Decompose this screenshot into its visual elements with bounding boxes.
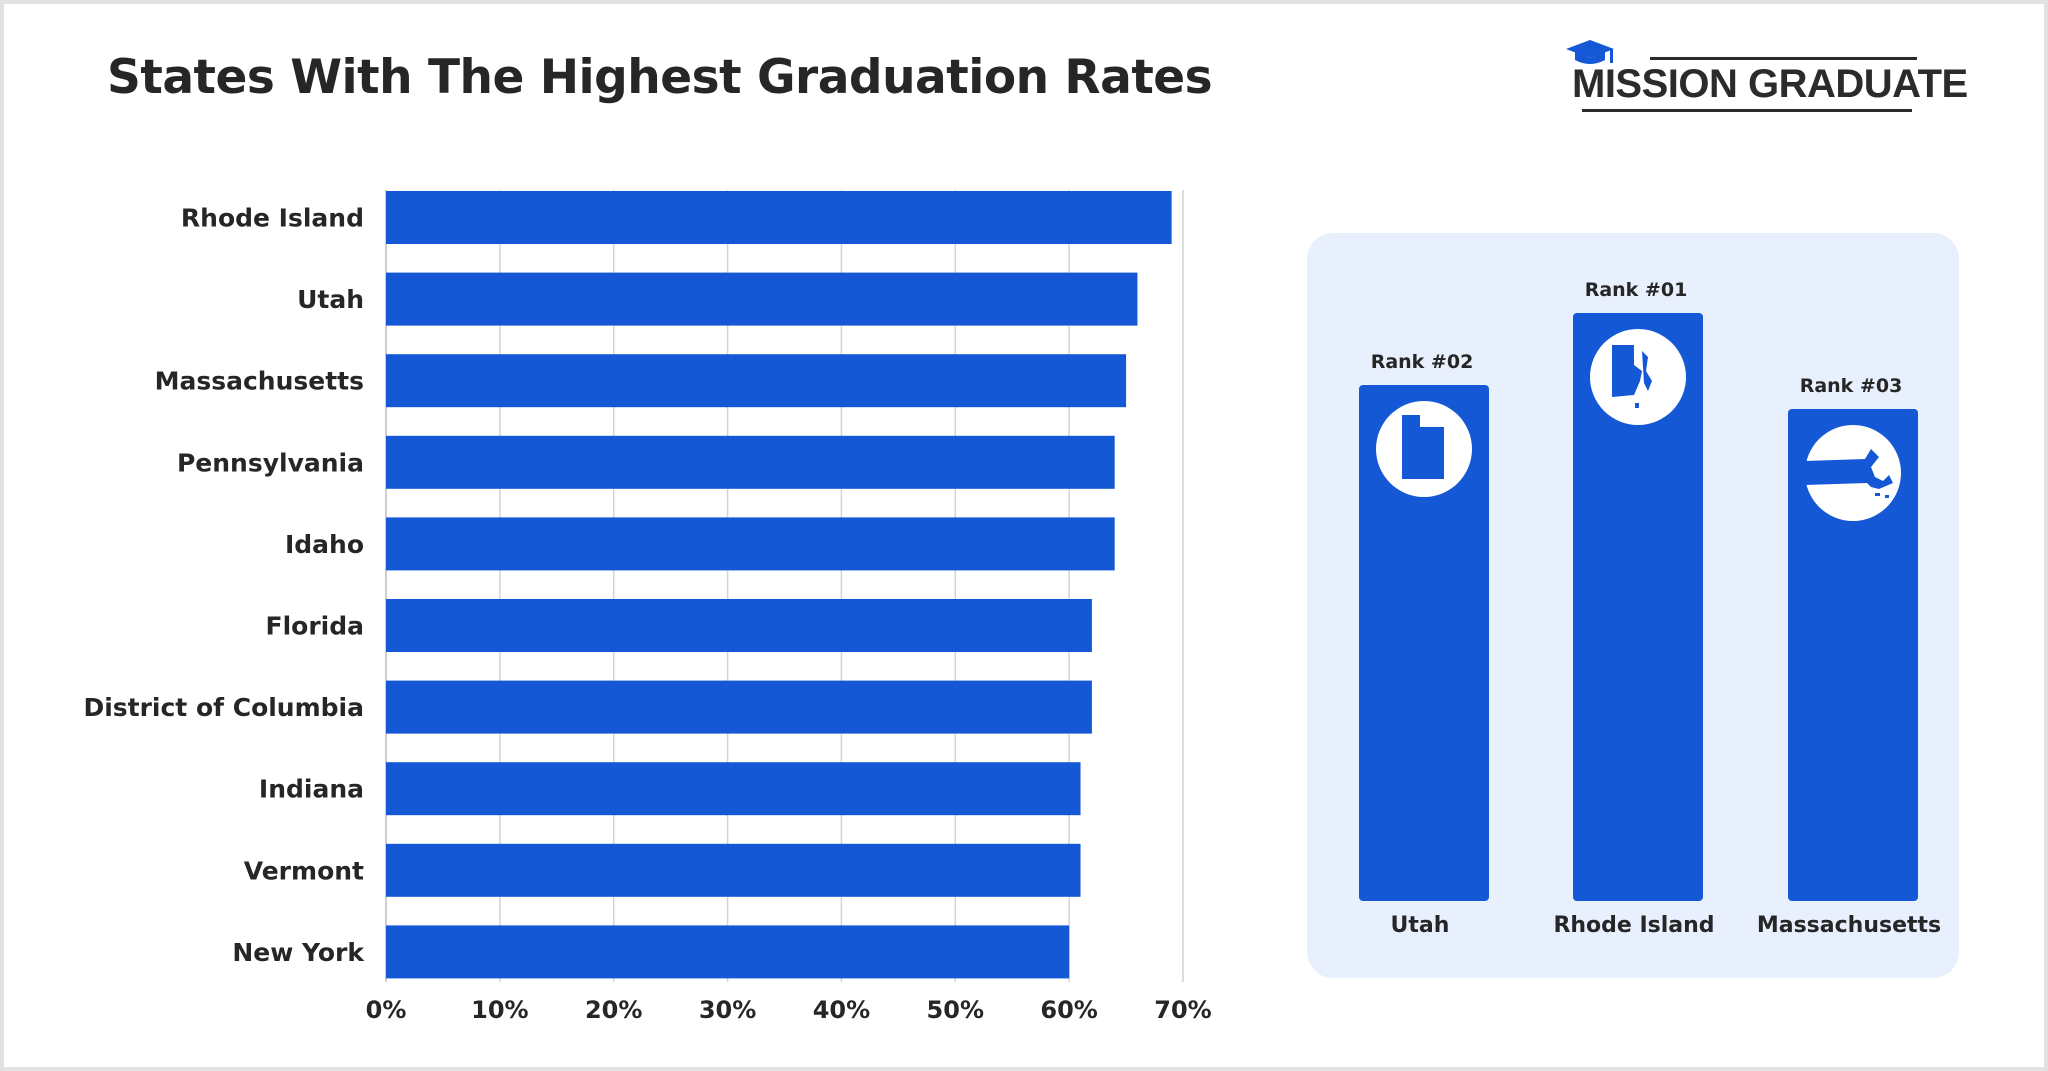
rank-label: Rank #03 — [1800, 375, 1903, 397]
x-tick-label: 70% — [1154, 996, 1211, 1024]
x-tick-label: 10% — [471, 996, 528, 1024]
rank-bar-utah — [1359, 385, 1489, 901]
category-label: Pennsylvania — [177, 448, 364, 477]
utah-map-icon — [1376, 401, 1472, 497]
category-label: New York — [232, 938, 365, 967]
bar-florida — [386, 599, 1092, 652]
category-label: District of Columbia — [83, 693, 364, 722]
x-tick-label: 30% — [699, 996, 756, 1024]
category-label: Utah — [297, 285, 364, 314]
bar-indiana — [386, 762, 1081, 816]
page-title: States With The Highest Graduation Rates — [107, 50, 1213, 105]
x-tick-label: 0% — [366, 996, 407, 1024]
rank-category-label: Massachusetts — [1757, 913, 1941, 938]
rank-bar-massachusetts — [1788, 409, 1918, 901]
rhode-island-map-icon — [1590, 329, 1686, 425]
category-label: Idaho — [285, 530, 364, 559]
graduation-cap-icon — [1566, 40, 1614, 64]
x-tick-label: 50% — [927, 996, 984, 1024]
massachusetts-map-icon — [1805, 425, 1901, 521]
bar-massachusetts — [386, 354, 1127, 408]
category-label: Massachusetts — [155, 367, 364, 396]
rank-category-label: Utah — [1391, 913, 1450, 938]
bar-new-york — [386, 925, 1070, 979]
rank-label: Rank #02 — [1371, 351, 1474, 373]
category-label: Indiana — [259, 775, 364, 804]
bar-rhode-island — [386, 191, 1172, 244]
x-tick-label: 20% — [585, 996, 642, 1024]
rank-bar-rhode-island — [1573, 313, 1703, 901]
x-tick-label: 40% — [813, 996, 870, 1024]
rank-category-label: Rhode Island — [1553, 913, 1714, 938]
bar-pennsylvania — [386, 435, 1115, 489]
x-tick-label: 60% — [1040, 996, 1097, 1024]
brand-logo: MISSION GRADUATE — [1560, 40, 1968, 120]
category-label: Vermont — [244, 856, 364, 885]
logo-rule-bottom — [1582, 109, 1912, 112]
logo-rule-top — [1650, 57, 1917, 60]
brand-name: MISSION GRADUATE — [1572, 62, 1968, 106]
rank-label: Rank #01 — [1585, 279, 1688, 301]
category-label: Rhode Island — [181, 204, 364, 233]
bar-idaho — [386, 517, 1115, 571]
bar-vermont — [386, 843, 1081, 897]
graduation-rate-bar-chart: 0% 10% 20% 30% 40% 50% 60% 70% Rhode Island Utah M… — [83, 190, 1212, 1024]
bar-district-of-columbia — [386, 680, 1092, 734]
category-label: Florida — [266, 612, 365, 641]
bar-utah — [386, 272, 1138, 326]
